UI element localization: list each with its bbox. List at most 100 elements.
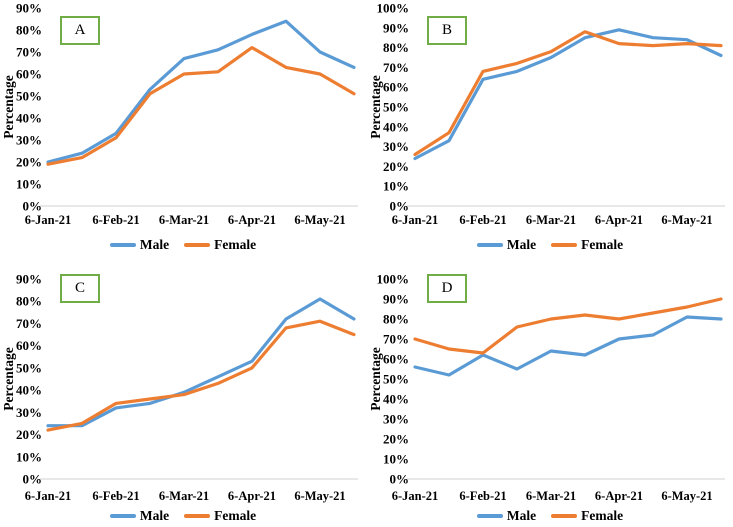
x-tick-label: 6-Jan-21 — [392, 489, 439, 503]
legend: Male Female — [367, 508, 733, 524]
y-tick-label: 60% — [383, 80, 409, 95]
x-tick-label: 6-Feb-21 — [92, 489, 139, 503]
y-tick-label: 30% — [16, 133, 42, 148]
legend-item-male: Male — [476, 237, 537, 253]
legend: Male Female — [0, 237, 366, 253]
y-axis-title: Percentage — [368, 75, 383, 139]
y-tick-label: 80% — [383, 40, 409, 55]
y-tick-label: 90% — [16, 1, 42, 16]
legend: Male Female — [367, 237, 733, 253]
x-tick-label: 6-May-21 — [661, 213, 712, 227]
female-line — [46, 45, 356, 166]
chart-panel-c: 0% 10% 20% 30% 40% 50% 60% 70% 80% 90% 6-Jan-21 6-F… — [0, 263, 366, 527]
male-line-swatch — [109, 243, 136, 247]
female-line-swatch — [551, 243, 578, 247]
y-tick-label: 10% — [383, 452, 409, 467]
y-tick-label: 70% — [383, 332, 409, 347]
y-tick-label: 60% — [383, 352, 409, 367]
legend-label-female: Female — [581, 237, 624, 252]
female-line — [413, 30, 723, 157]
y-tick-label: 50% — [383, 100, 409, 115]
y-tick-label: 10% — [16, 177, 42, 192]
male-line — [413, 28, 723, 161]
legend-label-female: Female — [214, 508, 257, 523]
female-line-swatch — [184, 243, 211, 247]
panel-letter: C — [74, 280, 85, 296]
male-line — [46, 19, 356, 164]
y-tick-label: 10% — [383, 179, 409, 194]
x-tick-label: 6-Feb-21 — [92, 213, 139, 227]
y-tick-label: 40% — [16, 383, 42, 398]
panel-label-box-a: A — [60, 16, 100, 45]
legend-label-male: Male — [139, 508, 170, 523]
plot-area-d: 0% 10% 20% 30% 40% 50% 60% 70% 80% 90% 100% 6-Jan-2… — [377, 272, 725, 503]
male-line-swatch — [476, 243, 503, 247]
legend-item-male: Male — [109, 237, 170, 253]
x-tick-label: 6-Jan-21 — [25, 213, 72, 227]
legend-item-female: Female — [184, 237, 256, 253]
legend-label-male: Male — [506, 508, 537, 523]
y-tick-label: 60% — [16, 67, 42, 82]
y-tick-label: 40% — [16, 111, 42, 126]
legend-item-male: Male — [109, 508, 170, 524]
legend-item-female: Female — [551, 237, 623, 253]
legend-item-female: Female — [184, 508, 256, 524]
legend-label-female: Female — [581, 508, 624, 523]
legend-label-male: Male — [139, 237, 170, 252]
panel-letter: A — [74, 22, 86, 38]
legend-label-male: Male — [506, 237, 537, 252]
plot-area-a: 0% 10% 20% 30% 40% 50% 60% 70% 80% 90% 6-Jan-21 6-F… — [16, 1, 358, 227]
legend-item-male: Male — [476, 508, 537, 524]
y-tick-label: 30% — [383, 139, 409, 154]
panel-letter: D — [441, 280, 453, 296]
y-axis-title: Percentage — [368, 347, 383, 411]
legend-item-female: Female — [551, 508, 623, 524]
y-tick-label: 20% — [16, 155, 42, 170]
y-tick-label: 90% — [383, 20, 409, 35]
x-tick-label: 6-Jan-21 — [25, 489, 72, 503]
y-tick-label: 50% — [16, 89, 42, 104]
x-tick-label: 6-May-21 — [294, 489, 345, 503]
x-tick-label: 6-Apr-21 — [228, 213, 276, 227]
x-tick-label: 6-Mar-21 — [526, 213, 576, 227]
male-line — [46, 297, 356, 428]
y-tick-label: 30% — [383, 412, 409, 427]
y-tick-label: 60% — [16, 338, 42, 353]
y-tick-label: 80% — [383, 312, 409, 327]
y-tick-label: 70% — [383, 60, 409, 75]
y-tick-label: 0% — [390, 199, 410, 214]
x-tick-label: 6-Apr-21 — [228, 489, 276, 503]
y-tick-label: 20% — [383, 159, 409, 174]
panel-label-box-b: B — [427, 16, 467, 45]
panel-label-box-d: D — [427, 274, 467, 303]
y-tick-label: 50% — [16, 360, 42, 375]
y-tick-label: 80% — [16, 294, 42, 309]
plot-area-c: 0% 10% 20% 30% 40% 50% 60% 70% 80% 90% 6-Jan-21 6-F… — [16, 272, 358, 503]
y-tick-label: 0% — [23, 472, 43, 487]
y-axis-title: Percentage — [1, 347, 16, 411]
x-tick-label: 6-May-21 — [661, 489, 712, 503]
panel-label-box-c: C — [60, 274, 100, 303]
male-line-swatch — [476, 514, 503, 518]
y-tick-label: 20% — [383, 432, 409, 447]
y-tick-label: 0% — [390, 472, 410, 487]
y-tick-label: 30% — [16, 405, 42, 420]
y-tick-label: 20% — [16, 427, 42, 442]
y-axis-title: Percentage — [1, 75, 16, 139]
x-tick-label: 6-Feb-21 — [459, 213, 506, 227]
y-tick-label: 100% — [377, 1, 410, 16]
chart-panel-b: 0% 10% 20% 30% 40% 50% 60% 70% 80% 90% 100% 6-Jan-2… — [367, 0, 733, 263]
panel-letter: B — [441, 22, 452, 38]
y-tick-label: 40% — [383, 119, 409, 134]
legend-label-female: Female — [214, 237, 257, 252]
y-tick-label: 90% — [16, 272, 42, 287]
x-tick-label: 6-May-21 — [294, 213, 345, 227]
y-tick-label: 0% — [23, 199, 43, 214]
y-tick-label: 100% — [377, 272, 410, 287]
x-tick-label: 6-Apr-21 — [595, 213, 643, 227]
y-tick-label: 80% — [16, 23, 42, 38]
y-tick-label: 10% — [16, 449, 42, 464]
y-tick-label: 40% — [383, 392, 409, 407]
female-line — [413, 297, 723, 355]
female-line-swatch — [551, 514, 578, 518]
